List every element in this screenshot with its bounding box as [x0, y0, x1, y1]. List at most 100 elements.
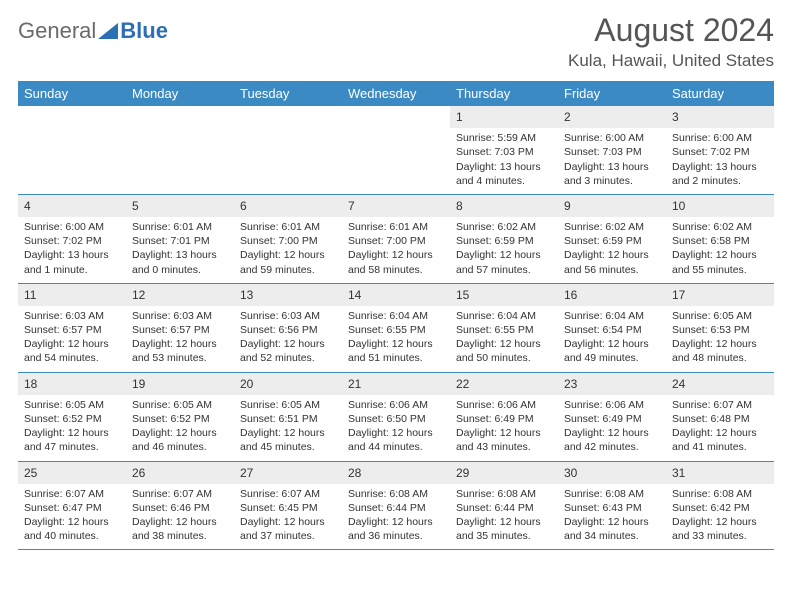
sunrise-text: Sunrise: 6:07 AM — [240, 487, 336, 501]
calendar-cell: 28Sunrise: 6:08 AMSunset: 6:44 PMDayligh… — [342, 462, 450, 550]
daylight-text: Daylight: 12 hours and 45 minutes. — [240, 426, 336, 454]
day-body: Sunrise: 6:00 AMSunset: 7:02 PMDaylight:… — [18, 217, 126, 283]
calendar-cell: 12Sunrise: 6:03 AMSunset: 6:57 PMDayligh… — [126, 284, 234, 372]
daylight-text: Daylight: 12 hours and 36 minutes. — [348, 515, 444, 543]
calendar-cell: 21Sunrise: 6:06 AMSunset: 6:50 PMDayligh… — [342, 373, 450, 461]
day-number: 7 — [342, 195, 450, 217]
calendar-cell: 9Sunrise: 6:02 AMSunset: 6:59 PMDaylight… — [558, 195, 666, 283]
daylight-text: Daylight: 12 hours and 55 minutes. — [672, 248, 768, 276]
calendar-cell: 16Sunrise: 6:04 AMSunset: 6:54 PMDayligh… — [558, 284, 666, 372]
sunrise-text: Sunrise: 6:04 AM — [456, 309, 552, 323]
day-number: 4 — [18, 195, 126, 217]
calendar-cell: 4Sunrise: 6:00 AMSunset: 7:02 PMDaylight… — [18, 195, 126, 283]
day-number: 14 — [342, 284, 450, 306]
calendar-cell: 2Sunrise: 6:00 AMSunset: 7:03 PMDaylight… — [558, 106, 666, 194]
day-number: 1 — [450, 106, 558, 128]
daylight-text: Daylight: 12 hours and 33 minutes. — [672, 515, 768, 543]
header: General Blue August 2024 Kula, Hawaii, U… — [18, 12, 774, 71]
day-body: Sunrise: 6:08 AMSunset: 6:42 PMDaylight:… — [666, 484, 774, 550]
sunset-text: Sunset: 6:57 PM — [24, 323, 120, 337]
calendar-cell: . — [342, 106, 450, 194]
day-number: 29 — [450, 462, 558, 484]
daylight-text: Daylight: 12 hours and 52 minutes. — [240, 337, 336, 365]
sunrise-text: Sunrise: 6:02 AM — [672, 220, 768, 234]
day-number: 30 — [558, 462, 666, 484]
sunset-text: Sunset: 6:48 PM — [672, 412, 768, 426]
daylight-text: Daylight: 12 hours and 54 minutes. — [24, 337, 120, 365]
day-body: Sunrise: 6:00 AMSunset: 7:02 PMDaylight:… — [666, 128, 774, 194]
daylight-text: Daylight: 12 hours and 56 minutes. — [564, 248, 660, 276]
sunset-text: Sunset: 6:59 PM — [564, 234, 660, 248]
calendar-cell: 7Sunrise: 6:01 AMSunset: 7:00 PMDaylight… — [342, 195, 450, 283]
sunset-text: Sunset: 7:00 PM — [348, 234, 444, 248]
daylight-text: Daylight: 12 hours and 44 minutes. — [348, 426, 444, 454]
sunrise-text: Sunrise: 6:05 AM — [24, 398, 120, 412]
day-number: 13 — [234, 284, 342, 306]
day-number: 9 — [558, 195, 666, 217]
day-body: Sunrise: 6:02 AMSunset: 6:59 PMDaylight:… — [450, 217, 558, 283]
daylight-text: Daylight: 13 hours and 4 minutes. — [456, 160, 552, 188]
day-number: 8 — [450, 195, 558, 217]
calendar-cell: 14Sunrise: 6:04 AMSunset: 6:55 PMDayligh… — [342, 284, 450, 372]
calendar-cell: 29Sunrise: 6:08 AMSunset: 6:44 PMDayligh… — [450, 462, 558, 550]
sunset-text: Sunset: 7:03 PM — [564, 145, 660, 159]
daylight-text: Daylight: 12 hours and 42 minutes. — [564, 426, 660, 454]
day-number: 10 — [666, 195, 774, 217]
day-body: Sunrise: 6:07 AMSunset: 6:46 PMDaylight:… — [126, 484, 234, 550]
sunset-text: Sunset: 6:43 PM — [564, 501, 660, 515]
daylight-text: Daylight: 12 hours and 46 minutes. — [132, 426, 228, 454]
day-number: 17 — [666, 284, 774, 306]
sunset-text: Sunset: 6:57 PM — [132, 323, 228, 337]
sunset-text: Sunset: 6:51 PM — [240, 412, 336, 426]
calendar-cell: 10Sunrise: 6:02 AMSunset: 6:58 PMDayligh… — [666, 195, 774, 283]
sunset-text: Sunset: 6:49 PM — [564, 412, 660, 426]
sunset-text: Sunset: 6:56 PM — [240, 323, 336, 337]
sunset-text: Sunset: 6:52 PM — [132, 412, 228, 426]
day-body: Sunrise: 6:08 AMSunset: 6:44 PMDaylight:… — [342, 484, 450, 550]
month-title: August 2024 — [568, 12, 774, 49]
week-row: 18Sunrise: 6:05 AMSunset: 6:52 PMDayligh… — [18, 373, 774, 462]
sunrise-text: Sunrise: 6:01 AM — [240, 220, 336, 234]
sunrise-text: Sunrise: 6:03 AM — [132, 309, 228, 323]
sunrise-text: Sunrise: 6:06 AM — [348, 398, 444, 412]
calendar-cell: 13Sunrise: 6:03 AMSunset: 6:56 PMDayligh… — [234, 284, 342, 372]
day-body: Sunrise: 6:08 AMSunset: 6:44 PMDaylight:… — [450, 484, 558, 550]
calendar-cell: 1Sunrise: 5:59 AMSunset: 7:03 PMDaylight… — [450, 106, 558, 194]
day-header: Wednesday — [342, 81, 450, 106]
day-header: Tuesday — [234, 81, 342, 106]
daylight-text: Daylight: 12 hours and 43 minutes. — [456, 426, 552, 454]
day-body: Sunrise: 6:08 AMSunset: 6:43 PMDaylight:… — [558, 484, 666, 550]
day-body: Sunrise: 6:04 AMSunset: 6:54 PMDaylight:… — [558, 306, 666, 372]
sunrise-text: Sunrise: 6:07 AM — [672, 398, 768, 412]
sunset-text: Sunset: 7:02 PM — [672, 145, 768, 159]
day-number: 19 — [126, 373, 234, 395]
day-body: Sunrise: 6:02 AMSunset: 6:58 PMDaylight:… — [666, 217, 774, 283]
day-body: Sunrise: 6:07 AMSunset: 6:48 PMDaylight:… — [666, 395, 774, 461]
sunset-text: Sunset: 6:52 PM — [24, 412, 120, 426]
sunset-text: Sunset: 7:02 PM — [24, 234, 120, 248]
sunset-text: Sunset: 6:55 PM — [456, 323, 552, 337]
sunset-text: Sunset: 6:44 PM — [348, 501, 444, 515]
day-body: Sunrise: 6:01 AMSunset: 7:00 PMDaylight:… — [234, 217, 342, 283]
sunrise-text: Sunrise: 6:06 AM — [456, 398, 552, 412]
calendar-cell: 23Sunrise: 6:06 AMSunset: 6:49 PMDayligh… — [558, 373, 666, 461]
sunrise-text: Sunrise: 6:05 AM — [132, 398, 228, 412]
logo-text-2: Blue — [120, 18, 168, 44]
daylight-text: Daylight: 12 hours and 58 minutes. — [348, 248, 444, 276]
sunrise-text: Sunrise: 6:00 AM — [564, 131, 660, 145]
sunrise-text: Sunrise: 6:08 AM — [672, 487, 768, 501]
day-number: 24 — [666, 373, 774, 395]
sunrise-text: Sunrise: 6:03 AM — [24, 309, 120, 323]
daylight-text: Daylight: 13 hours and 1 minute. — [24, 248, 120, 276]
sunset-text: Sunset: 6:53 PM — [672, 323, 768, 337]
day-header: Saturday — [666, 81, 774, 106]
day-number: 2 — [558, 106, 666, 128]
day-body: Sunrise: 6:04 AMSunset: 6:55 PMDaylight:… — [342, 306, 450, 372]
daylight-text: Daylight: 12 hours and 37 minutes. — [240, 515, 336, 543]
daylight-text: Daylight: 12 hours and 41 minutes. — [672, 426, 768, 454]
sunrise-text: Sunrise: 6:07 AM — [24, 487, 120, 501]
day-header: Thursday — [450, 81, 558, 106]
day-body: Sunrise: 6:07 AMSunset: 6:45 PMDaylight:… — [234, 484, 342, 550]
day-number: 21 — [342, 373, 450, 395]
logo-sail-icon — [98, 23, 118, 39]
